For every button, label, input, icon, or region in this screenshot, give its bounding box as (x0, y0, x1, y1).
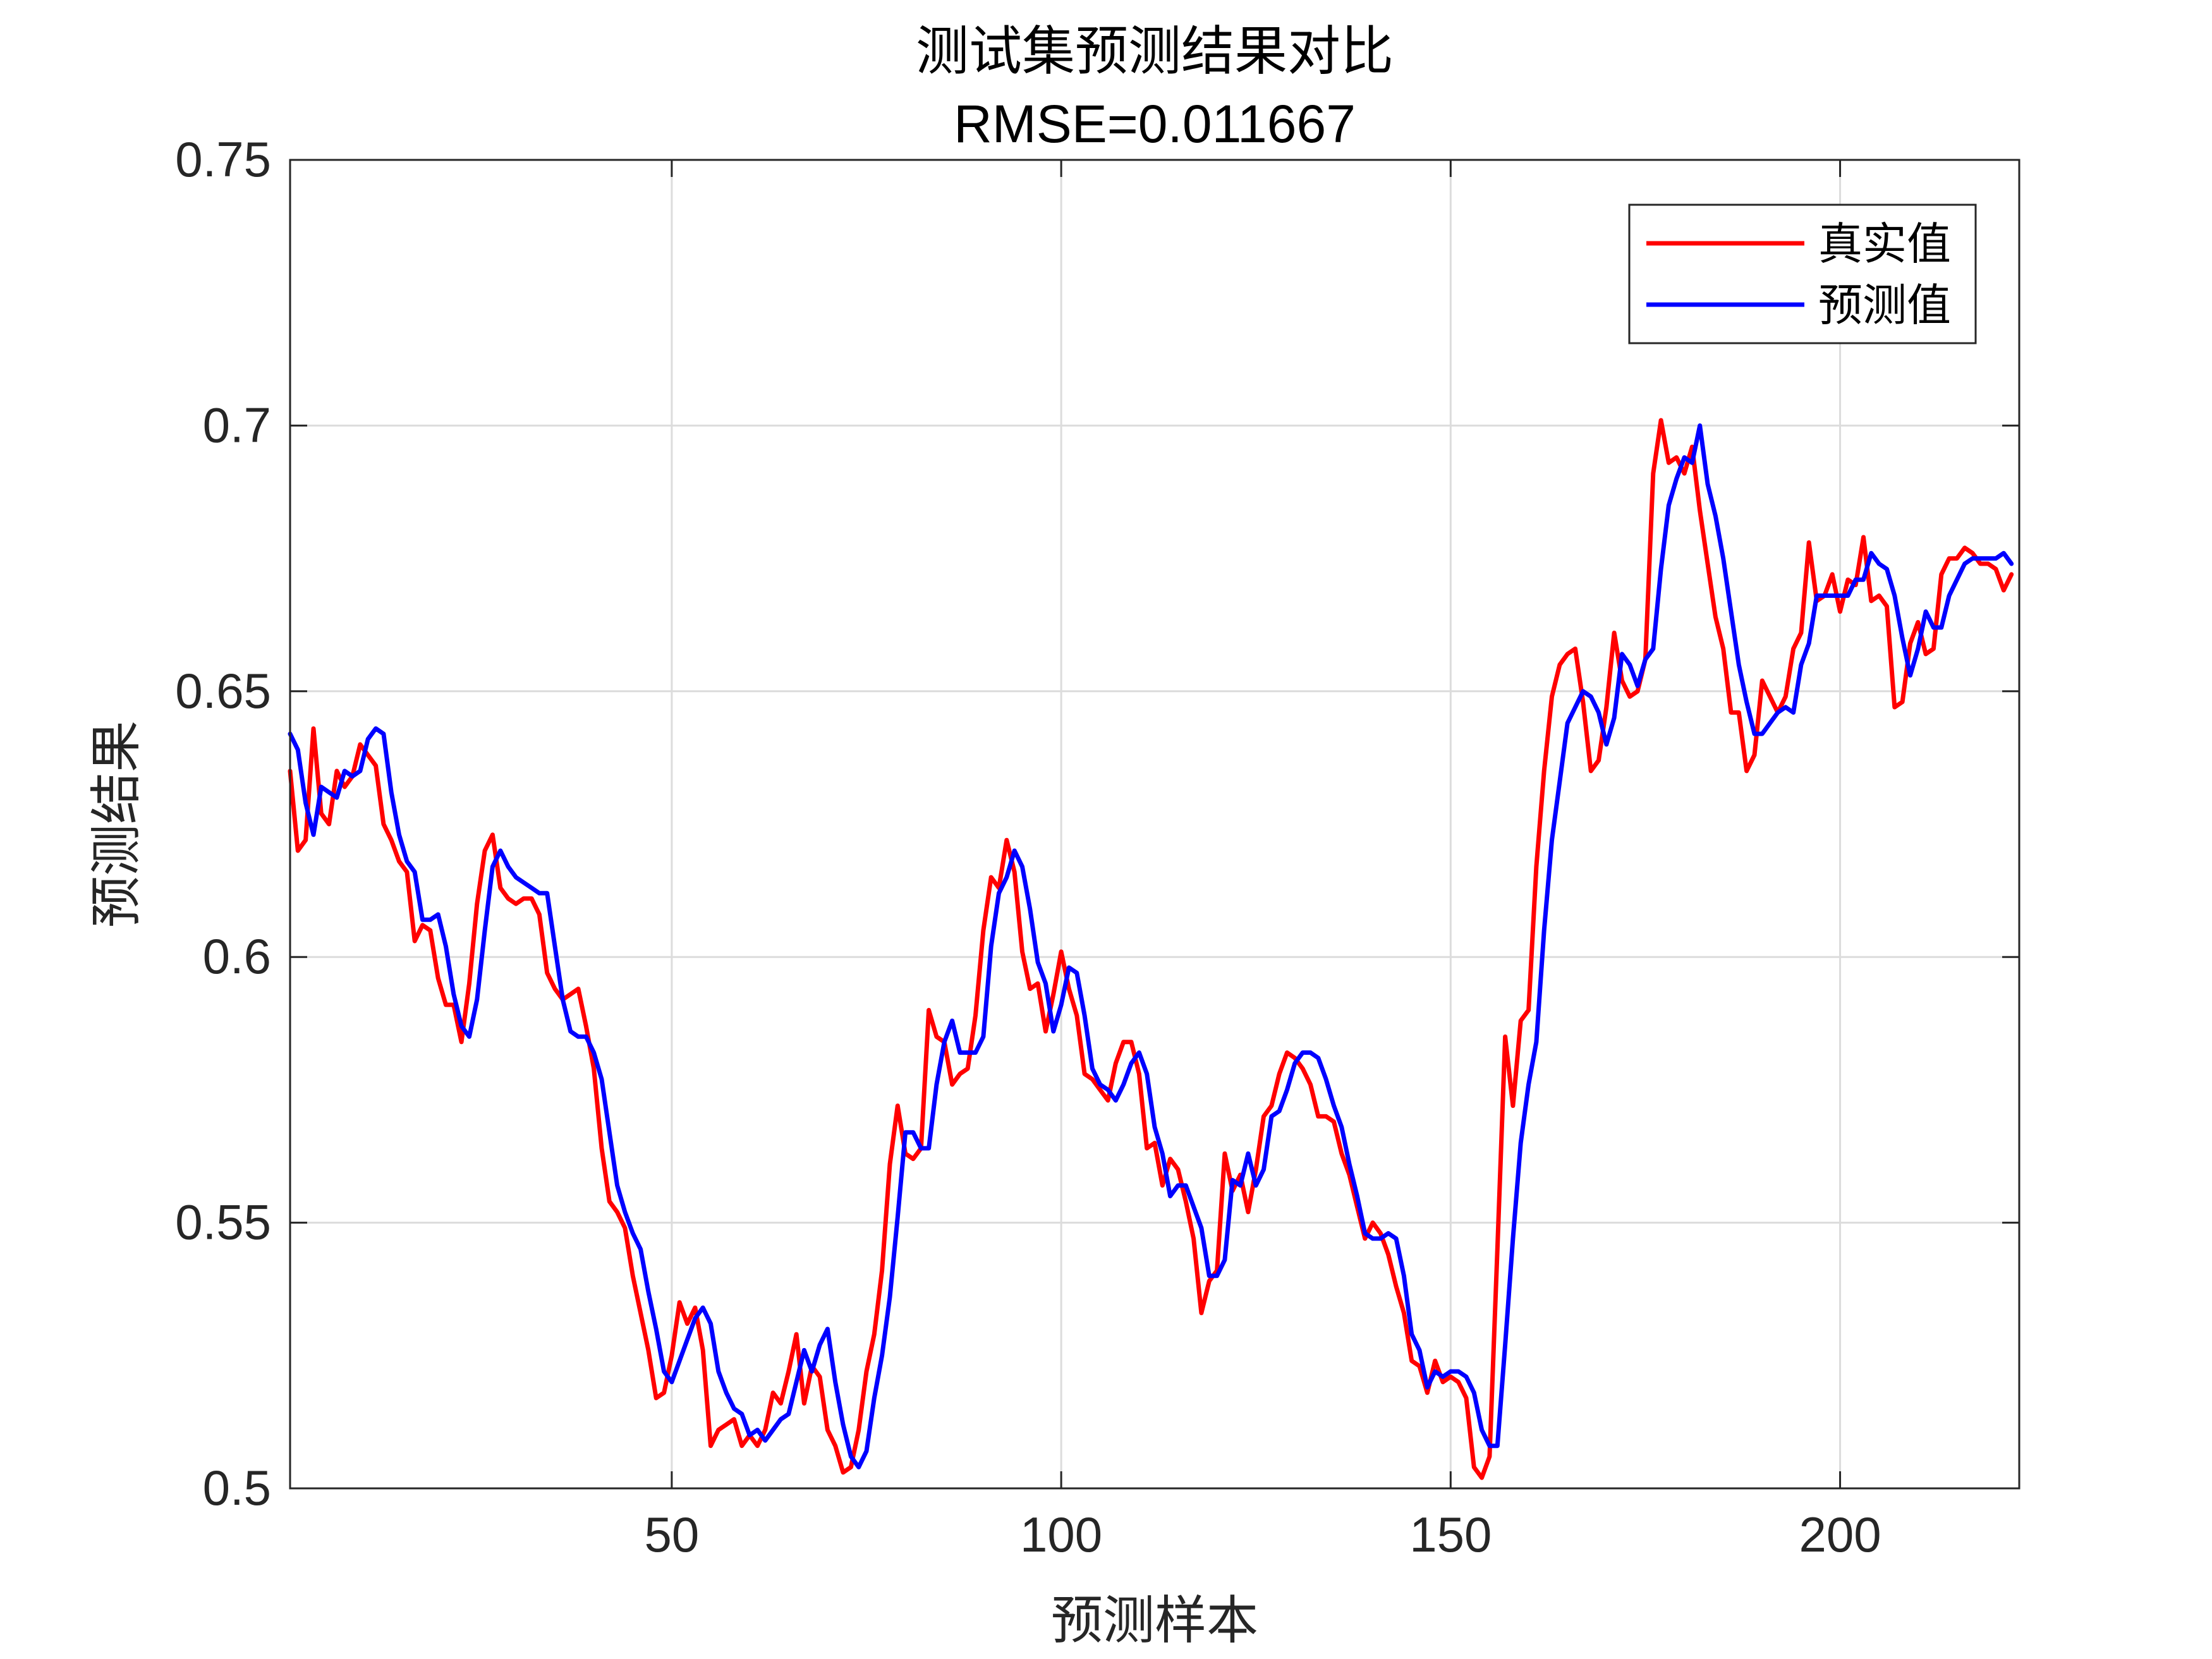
x-tick-label: 50 (645, 1507, 700, 1562)
y-tick-label: 0.75 (175, 131, 271, 187)
legend-box (1628, 204, 1977, 344)
y-tick-label: 0.6 (203, 928, 271, 984)
y-tick-label: 0.55 (175, 1194, 271, 1250)
chart-subtitle: RMSE=0.011667 (954, 94, 1356, 154)
legend-label-predicted: 预测值 (1818, 279, 1951, 331)
series-line-actual (288, 418, 2014, 1480)
y-tick-label: 0.5 (203, 1460, 271, 1516)
chart-title: 测试集预测结果对比 (916, 20, 1394, 82)
series-layer (288, 418, 2014, 1480)
x-tick-label: 150 (1409, 1507, 1492, 1562)
y-tick-label: 0.65 (175, 663, 271, 719)
plot-area (290, 160, 2019, 1488)
y-axis-label: 预测结果 (87, 720, 147, 928)
legend: 真实值 预测值 (1628, 204, 1977, 344)
x-tick-label: 200 (1799, 1507, 1881, 1562)
series-line-predicted (288, 423, 2014, 1469)
y-tick-label: 0.7 (203, 397, 271, 453)
plot-frame (289, 159, 2021, 1490)
legend-label-actual: 真实值 (1818, 218, 1951, 270)
x-tick-label: 100 (1020, 1507, 1102, 1562)
ticks: 50 100 150 200 0.5 0.55 0.6 0.65 0.7 0.75 (175, 131, 2019, 1562)
x-axis-label: 预测样本 (1051, 1591, 1258, 1651)
